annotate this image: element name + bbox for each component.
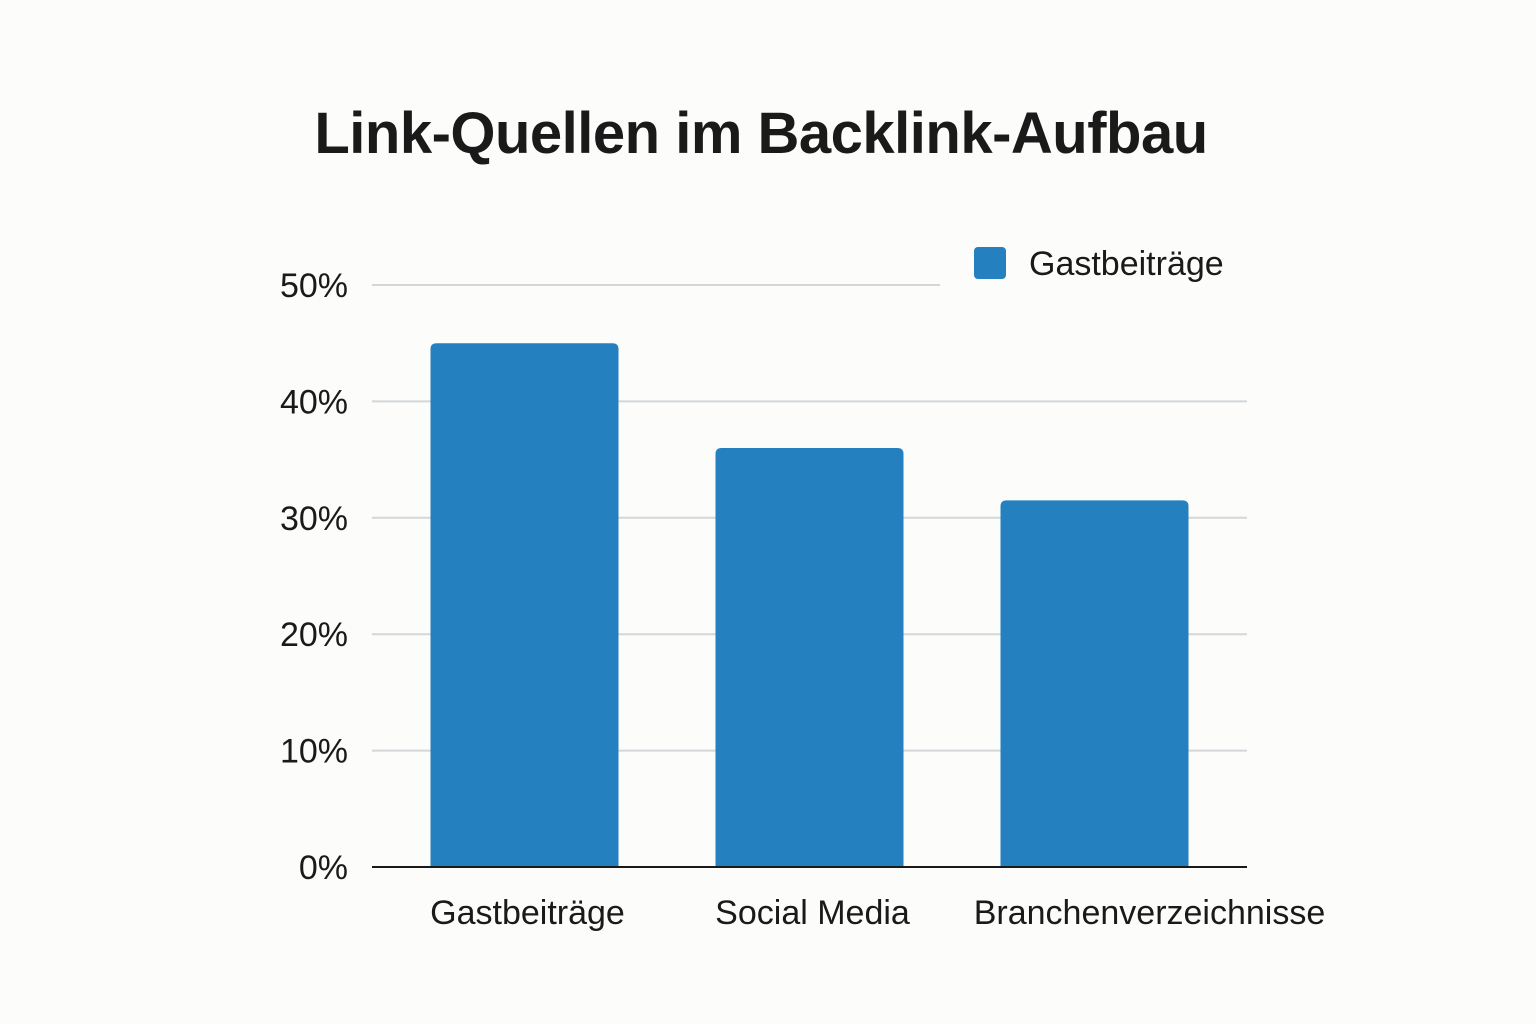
bar bbox=[430, 343, 619, 867]
y-tick-label: 20% bbox=[280, 616, 348, 654]
y-tick-label: 10% bbox=[280, 733, 348, 771]
x-category-label: Social Media bbox=[715, 894, 910, 932]
x-category-label: Gastbeiträge bbox=[430, 894, 625, 932]
legend-label: Gastbeiträge bbox=[1029, 245, 1224, 283]
bars bbox=[430, 343, 1189, 867]
y-tick-label: 50% bbox=[280, 267, 348, 305]
y-tick-label: 30% bbox=[280, 500, 348, 538]
bar bbox=[1000, 500, 1189, 867]
x-axis-categories: Gastbeiträge Social Media Branchenverzeich… bbox=[430, 894, 1325, 932]
legend-swatch bbox=[974, 247, 1006, 279]
chart-title: Link-Quellen im Backlink-Aufbau bbox=[314, 101, 1208, 166]
y-axis-ticks: 0% 10% 20% 30% 40% 50% bbox=[280, 267, 348, 887]
y-tick-label: 0% bbox=[299, 849, 348, 887]
legend: Gastbeiträge bbox=[974, 245, 1224, 283]
y-tick-label: 40% bbox=[280, 383, 348, 421]
x-category-label: Branchenverzeichnisse bbox=[974, 894, 1326, 932]
bar bbox=[715, 447, 904, 867]
